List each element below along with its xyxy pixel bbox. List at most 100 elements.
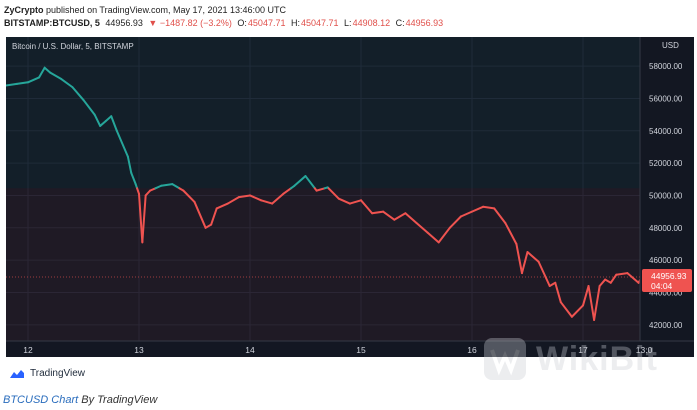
price-line-segment [193, 200, 207, 229]
price-line-segment [43, 66, 52, 74]
price-line-segment [304, 175, 316, 190]
high-value: 45047.71 [300, 18, 339, 28]
last-price-tag [642, 269, 692, 293]
author-name[interactable]: ZyCrypto [4, 5, 44, 15]
ohlc-line: BITSTAMP:BTCUSD, 5 44956.93 ▼ −1487.82 (… [4, 17, 694, 30]
below-reference-area [6, 188, 640, 341]
price-line-segment [110, 115, 118, 132]
price-tick-label: 44000.00 [649, 288, 683, 297]
low-value: 44908.12 [352, 18, 391, 28]
currency-label: USD [662, 41, 679, 50]
price-line-segment [282, 187, 292, 195]
tradingview-logo[interactable]: TradingView [8, 368, 85, 379]
price-tick-label: 46000.00 [649, 256, 683, 265]
price-line-segment [210, 207, 218, 226]
price-line-segment [554, 281, 562, 304]
price-line-segment [171, 183, 181, 190]
price-line-segment [504, 221, 518, 245]
price-line-segment [49, 71, 63, 81]
close-value: 44956.93 [405, 18, 444, 28]
price-line-segment [526, 251, 540, 263]
price-line-segment [15, 81, 29, 85]
time-tick-label: 16 [467, 345, 477, 355]
price-line-segment [582, 285, 590, 307]
price-line-segment [337, 197, 351, 205]
price-line-segment [182, 189, 196, 203]
price-line-segment [587, 285, 596, 321]
price-line-segment [204, 223, 213, 229]
price-line-segment [249, 194, 263, 202]
price-line-segment [104, 115, 113, 123]
price-line-segment [60, 78, 74, 89]
caption-link[interactable]: BTCUSD Chart [3, 394, 79, 406]
tradingview-logo-text: TradingView [30, 368, 86, 379]
publish-info: published on TradingView.com, May 17, 20… [46, 5, 287, 15]
price-line-segment [382, 210, 396, 221]
price-chart[interactable]: Bitcoin / U.S. Dollar, 5, BITSTAMP USD 4… [6, 37, 694, 357]
price-line-segment [271, 192, 285, 205]
price-line-segment [160, 183, 174, 187]
price-change: ▼ −1487.82 (−3.2%) [148, 18, 232, 28]
price-line-segment [404, 212, 418, 224]
price-line-segment [126, 155, 133, 174]
chart-background [6, 37, 694, 357]
price-line-segment [593, 285, 601, 321]
high-label: H: [290, 18, 300, 28]
price-line-segment [537, 260, 551, 288]
price-tick-label: 54000.00 [649, 127, 683, 136]
chart-title: Bitcoin / U.S. Dollar, 5, BITSTAMP [12, 42, 134, 51]
price-line-segment [130, 171, 137, 186]
caption-suffix: By TradingView [78, 394, 158, 406]
open-value: 45047.71 [247, 18, 286, 28]
price-line-segment [138, 192, 144, 244]
price-line-segment [609, 273, 618, 284]
time-axis[interactable]: 12 13 14 15 16 17 13:0 [23, 345, 652, 355]
price-line-segment [615, 272, 629, 276]
price-line-segment [115, 129, 129, 158]
grid-lines [6, 37, 645, 341]
price-line-segment [604, 278, 612, 284]
price-line-segment [548, 281, 557, 288]
time-tick-label: 13 [134, 345, 144, 355]
price-tick-label: 58000.00 [649, 62, 683, 71]
price-tick-label: 42000.00 [649, 321, 683, 330]
open-label: O: [237, 18, 247, 28]
price-line-segment [144, 189, 152, 197]
price-axis[interactable]: 42000.00 44000.00 46000.00 48000.00 50000.00… [649, 62, 683, 330]
caption: BTCUSD Chart By TradingView [3, 394, 157, 406]
price-line-segment [415, 221, 429, 234]
price-line-segment [448, 215, 462, 229]
price-line-segment [360, 199, 374, 215]
chart-header: ZyCrypto published on TradingView.com, M… [4, 4, 694, 30]
price-line-segment [82, 99, 96, 116]
price-line-segment [426, 231, 440, 244]
time-tick-label: 17 [578, 345, 588, 355]
price-tick-label: 56000.00 [649, 94, 683, 103]
price-line-segment [559, 301, 573, 318]
price-line-segment [327, 187, 340, 200]
last-price: 44956.93 [105, 18, 143, 28]
above-reference-area [6, 37, 640, 189]
price-line-segment [437, 226, 451, 244]
price-tick-label: 48000.00 [649, 224, 683, 233]
price-line-segment [348, 199, 362, 205]
time-tick-label: 13:0 [636, 345, 653, 355]
tradingview-cloud-icon [10, 369, 24, 378]
price-line-segment [293, 175, 307, 187]
price-line-segment [515, 242, 523, 275]
price-line-segment [626, 272, 640, 284]
price-line-segment [237, 194, 251, 199]
price-line-segment [6, 82, 18, 87]
time-tick-label: 14 [245, 345, 255, 355]
price-line-segment [493, 207, 507, 224]
price-line-segment [570, 304, 584, 318]
price-line-segment [459, 210, 473, 218]
price-line-segment [315, 187, 326, 192]
price-tick-label: 52000.00 [649, 159, 683, 168]
price-line-segment [93, 113, 102, 127]
time-tick-label: 12 [23, 345, 33, 355]
price-line-segment [141, 194, 147, 244]
wikibit-watermark: WikiBit [482, 336, 658, 382]
price-line-segment [471, 205, 485, 213]
